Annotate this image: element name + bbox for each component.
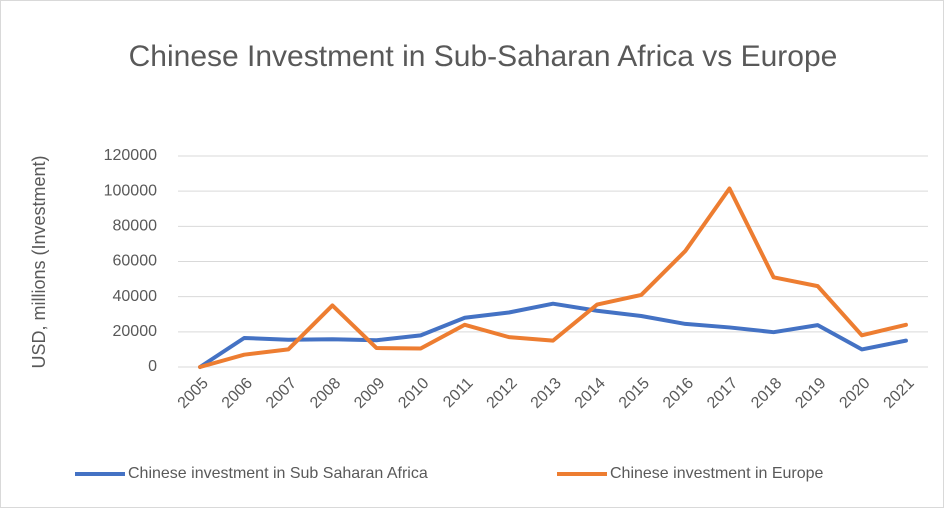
y-tick-label: 20000 (113, 323, 158, 340)
series-line (198, 301, 908, 369)
y-axis-label: USD, millions (Investment) (29, 155, 49, 368)
y-tick-label: 0 (148, 358, 157, 375)
y-tick-label: 40000 (113, 288, 158, 305)
legend-label: Chinese investment in Europe (610, 465, 824, 482)
series-line (198, 186, 908, 369)
chart-title: Chinese Investment in Sub-Saharan Africa… (128, 40, 838, 73)
y-tick-label: 60000 (113, 253, 158, 270)
legend-label: Chinese investment in Sub Saharan Africa (128, 465, 428, 482)
y-tick-label: 100000 (104, 182, 157, 199)
y-tick-label: 120000 (104, 147, 157, 164)
y-tick-label: 80000 (113, 218, 158, 235)
